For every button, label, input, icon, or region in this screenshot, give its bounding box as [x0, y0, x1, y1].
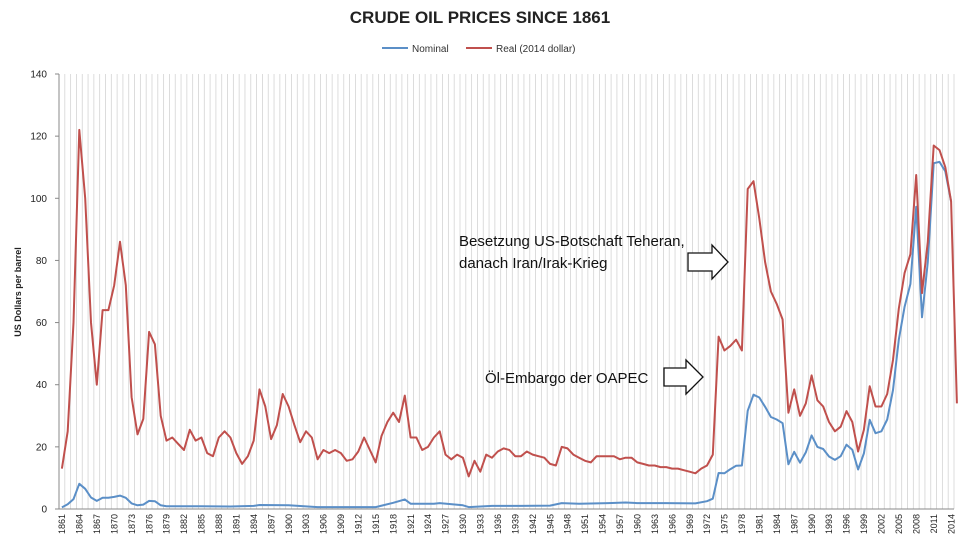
x-tick-label: 1999: [859, 514, 869, 534]
y-axis-label: US Dollars per barrel: [13, 247, 23, 337]
x-tick-label: 1879: [162, 514, 172, 534]
x-tick-label: 1897: [266, 514, 276, 534]
x-tick-label: 1870: [109, 514, 119, 534]
y-tick-label: 40: [36, 380, 48, 391]
x-tick-labels: 1861 1864 1867 1870 1873 1876 1879 1882 1885 1888…: [57, 514, 956, 534]
annotation-iran-line-1: Besetzung US-Botschaft Teheran,: [459, 233, 685, 250]
x-tick-label: 1903: [301, 514, 311, 534]
y-tick-label: 0: [41, 505, 47, 516]
x-tick-label: 1930: [458, 514, 468, 534]
x-tick-label: 1948: [563, 514, 573, 534]
x-tick-label: 2014: [946, 514, 956, 534]
x-tick-label: 1888: [214, 514, 224, 534]
x-tick-label: 1996: [842, 514, 852, 534]
arrow-right-icon: [663, 358, 704, 396]
x-tick-label: 1918: [388, 514, 398, 534]
x-tick-label: 1945: [545, 514, 555, 534]
x-tick-label: 1981: [755, 514, 765, 534]
annotation-iran-line-2: danach Iran/Irak-Krieg: [459, 255, 607, 272]
x-tick-label: 2002: [877, 514, 887, 534]
x-tick-label: 1885: [197, 514, 207, 534]
x-tick-label: 1978: [737, 514, 747, 534]
y-tick-labels: 0 20 40 60 80 100 120 140: [30, 70, 47, 516]
x-tick-label: 1900: [284, 514, 294, 534]
x-tick-label: 1972: [702, 514, 712, 534]
x-tick-label: 1921: [406, 514, 416, 534]
x-tick-label: 1939: [510, 514, 520, 534]
annotation-embargo-text: Öl-Embargo der OAPEC: [485, 369, 649, 387]
x-tick-label: 1957: [615, 514, 625, 534]
x-tick-label: 1912: [354, 514, 364, 534]
y-tick-label: 140: [30, 70, 47, 81]
x-tick-label: 1969: [685, 514, 695, 534]
legend-label-nominal: Nominal: [412, 44, 449, 55]
x-tick-label: 1924: [423, 514, 433, 534]
x-tick-label: 1993: [824, 514, 834, 534]
x-tick-label: 1915: [371, 514, 381, 534]
x-tick-label: 1891: [232, 514, 242, 534]
grid-lines: [58, 74, 955, 509]
x-tick-label: 1963: [650, 514, 660, 534]
x-tick-label: 1936: [493, 514, 503, 534]
legend-label-real: Real (2014 dollar): [496, 44, 576, 55]
x-tick-label: 1864: [75, 514, 85, 534]
x-tick-label: 2005: [894, 514, 904, 534]
x-tick-label: 1861: [57, 514, 67, 534]
x-tick-label: 1954: [598, 514, 608, 534]
arrow-right-icon: [687, 243, 729, 281]
x-tick-label: 1933: [476, 514, 486, 534]
x-tick-label: 1990: [807, 514, 817, 534]
x-tick-label: 2008: [911, 514, 921, 534]
y-tick-label: 80: [36, 256, 48, 267]
y-tick-label: 20: [36, 442, 48, 453]
y-tick-label: 60: [36, 318, 48, 329]
x-tick-label: 1882: [179, 514, 189, 534]
series-line-nominal: [61, 160, 953, 509]
legend: Nominal Real (2014 dollar): [382, 44, 576, 55]
series-line-real: [60, 128, 958, 478]
x-tick-label: 1867: [92, 514, 102, 534]
x-tick-label: 1909: [336, 514, 346, 534]
x-tick-label: 1876: [144, 514, 154, 534]
annotation-embargo: Öl-Embargo der OAPEC: [485, 358, 704, 396]
x-tick-label: 1984: [772, 514, 782, 534]
x-tick-label: 1906: [319, 514, 329, 534]
x-tick-label: 1987: [789, 514, 799, 534]
chart-title: CRUDE OIL PRICES SINCE 1861: [350, 8, 610, 27]
x-tick-label: 1942: [528, 514, 538, 534]
x-tick-label: 1951: [580, 514, 590, 534]
x-tick-label: 1894: [249, 514, 259, 534]
x-tick-label: 1966: [667, 514, 677, 534]
series-lines: [60, 128, 958, 509]
x-tick-label: 1960: [633, 514, 643, 534]
y-tick-label: 100: [30, 194, 47, 205]
y-tick-label: 120: [30, 132, 47, 143]
annotation-iran: Besetzung US-Botschaft Teheran, danach I…: [459, 233, 729, 281]
x-tick-label: 1873: [127, 514, 137, 534]
axes: [55, 73, 954, 510]
x-tick-label: 1975: [720, 514, 730, 534]
x-tick-label: 1927: [441, 514, 451, 534]
x-tick-label: 2011: [929, 514, 939, 533]
